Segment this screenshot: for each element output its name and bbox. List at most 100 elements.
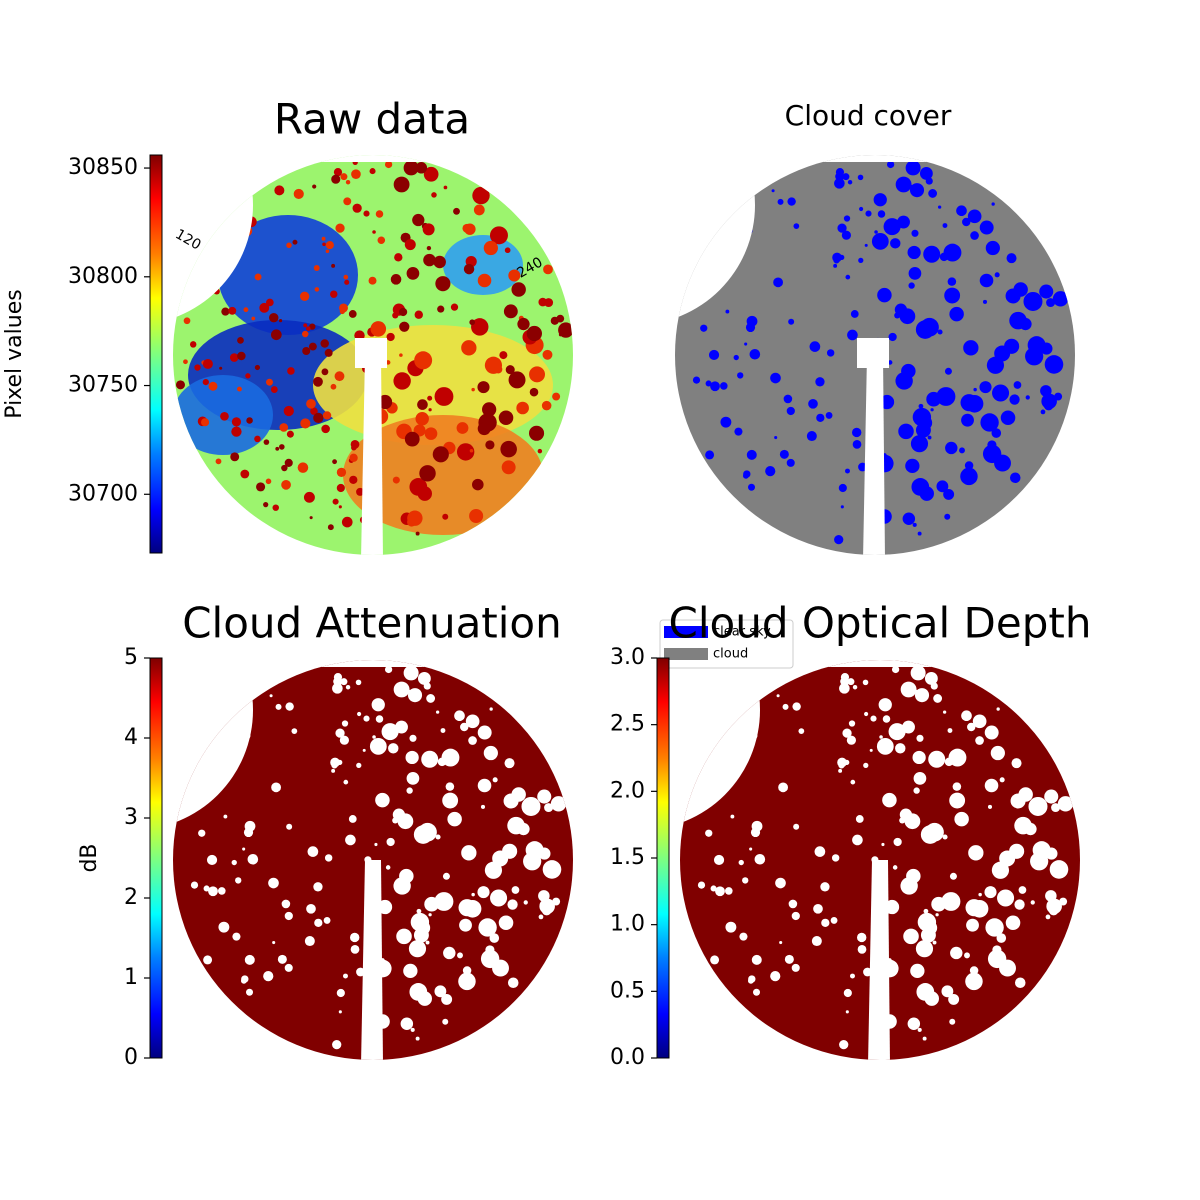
- blob: [254, 273, 262, 281]
- blob: [982, 444, 1002, 464]
- blob: [263, 971, 274, 982]
- blob: [525, 841, 544, 860]
- blob: [423, 253, 436, 267]
- blob: [990, 745, 1005, 761]
- blob: [462, 966, 472, 975]
- blob: [399, 868, 414, 884]
- blob: [1005, 915, 1021, 931]
- blob: [399, 321, 410, 332]
- colorbar: [149, 154, 163, 554]
- blob: [847, 678, 855, 686]
- blob: [937, 205, 942, 209]
- blob: [434, 985, 447, 998]
- blob: [865, 210, 872, 217]
- blob: [390, 274, 402, 285]
- blob: [543, 264, 553, 275]
- blob: [905, 936, 911, 943]
- blob: [1014, 899, 1025, 910]
- blob: [232, 932, 241, 941]
- blob: [927, 435, 932, 440]
- blob: [542, 349, 553, 360]
- blob: [886, 160, 895, 169]
- blob: [502, 843, 518, 859]
- blob: [895, 176, 912, 193]
- blob: [1027, 336, 1046, 355]
- blob: [947, 277, 957, 286]
- blob: [321, 236, 326, 241]
- blob: [340, 173, 348, 181]
- blob: [348, 310, 357, 318]
- blob: [850, 973, 855, 979]
- blob: [846, 735, 857, 745]
- blob: [321, 368, 329, 376]
- blob: [410, 1027, 415, 1032]
- blob: [399, 353, 403, 357]
- blob: [332, 683, 343, 694]
- blob: [237, 351, 246, 361]
- blob: [508, 269, 521, 282]
- blob: [301, 330, 309, 338]
- blob: [348, 815, 357, 823]
- blob: [942, 710, 947, 714]
- blob: [949, 1018, 956, 1025]
- blob: [944, 367, 952, 375]
- blob: [964, 952, 970, 959]
- blob: [556, 314, 565, 323]
- blob: [458, 972, 476, 991]
- blob: [392, 476, 400, 484]
- blob: [485, 440, 495, 450]
- tick-label: 1.5: [610, 845, 645, 870]
- blob: [489, 707, 493, 711]
- blob: [959, 447, 965, 454]
- blob: [516, 401, 529, 415]
- blob: [954, 811, 969, 827]
- blob: [948, 993, 960, 1005]
- blob: [855, 815, 864, 823]
- blob: [425, 940, 430, 945]
- blob: [287, 367, 295, 375]
- blob: [779, 940, 783, 945]
- blob: [350, 932, 360, 943]
- blob: [483, 240, 498, 256]
- blob: [300, 418, 311, 429]
- blob: [279, 423, 289, 432]
- blob: [281, 899, 291, 909]
- blob: [332, 1039, 342, 1050]
- blob: [1028, 796, 1048, 816]
- blob: [356, 762, 362, 769]
- blob: [834, 178, 845, 189]
- blob: [469, 319, 476, 326]
- blob: [266, 378, 273, 386]
- blob: [710, 381, 720, 392]
- blob: [220, 411, 229, 421]
- blob: [229, 353, 239, 362]
- blob: [1040, 409, 1046, 415]
- blob: [283, 405, 294, 417]
- blob: [936, 387, 954, 406]
- blob: [445, 782, 455, 791]
- polar-label: 120: [172, 226, 203, 253]
- image-body: [173, 660, 573, 1060]
- blob: [332, 459, 337, 465]
- blob: [936, 480, 949, 493]
- blob: [845, 1010, 849, 1014]
- blob: [341, 516, 353, 528]
- blob: [734, 427, 743, 436]
- blob: [349, 453, 358, 462]
- blob: [203, 955, 213, 965]
- blob: [274, 185, 285, 196]
- blob: [919, 167, 933, 180]
- blob: [905, 458, 920, 474]
- blob: [285, 702, 294, 711]
- blob: [967, 209, 982, 224]
- blob: [231, 859, 237, 866]
- blob: [842, 728, 852, 738]
- blob: [377, 741, 386, 750]
- blob: [313, 265, 320, 271]
- blob: [997, 889, 1015, 907]
- tick-label: 0: [124, 1045, 138, 1070]
- blob: [198, 829, 206, 837]
- blob: [916, 983, 935, 1001]
- blob: [922, 920, 938, 936]
- blob: [375, 210, 384, 218]
